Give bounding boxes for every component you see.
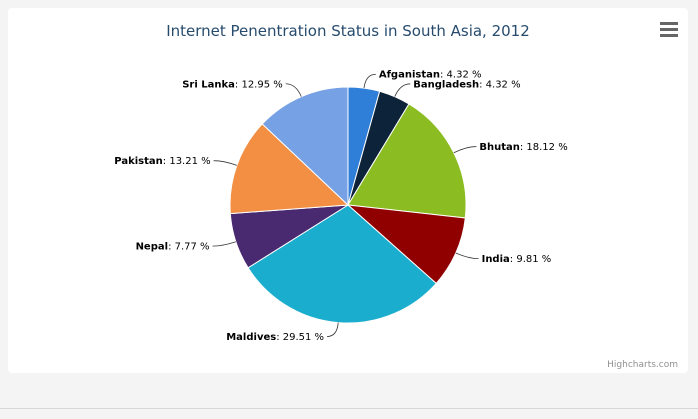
connector-india [455,252,479,260]
pie-slice-bhutan[interactable] [347,103,467,219]
pie-chart: Internet Penentration Status in South As… [114,22,567,343]
connector-nepal [212,241,236,247]
connector-pakistan [213,160,237,166]
chart-container: Internet Penentration Status in South As… [8,8,688,373]
connector-sri-lanka [285,83,302,97]
data-labels: Afganistan: 4.32 %Bangladesh: 4.32 % Bhut… [114,70,567,343]
pie-slice-maldives[interactable] [247,204,437,324]
connector-bhutan [453,146,477,154]
data-label-maldives: Maldives: 29.51 % [226,332,324,343]
chart-title: Internet Penentration Status in South As… [166,22,530,40]
data-label-afganistan: Afganistan: 4.32 % [379,70,482,81]
connector-afganistan [363,73,376,89]
data-label-india: India: 9.81 % [482,254,552,265]
data-label-sri-lanka: Sri Lanka: 12.95 % [182,79,283,90]
connector-bangladesh [394,83,411,97]
divider [0,408,698,409]
data-label-pakistan: Pakistan: 13.21 % [114,156,210,167]
data-label-bhutan: Bhutan: 18.12 % [479,142,567,153]
pie-slice-india[interactable] [346,204,466,285]
credits-link[interactable]: Highcharts.com [607,360,678,370]
pie-slice-pakistan[interactable] [229,123,350,215]
connector-maldives [327,322,339,337]
data-label-bangladesh: Bangladesh: 4.32 % [413,79,520,90]
pie-slices [229,86,467,324]
label-connectors [212,73,479,337]
pie-slice-sri-lanka[interactable] [261,86,349,207]
hamburger-menu-icon[interactable] [660,22,678,37]
data-label-nepal: Nepal: 7.77 % [136,242,210,253]
